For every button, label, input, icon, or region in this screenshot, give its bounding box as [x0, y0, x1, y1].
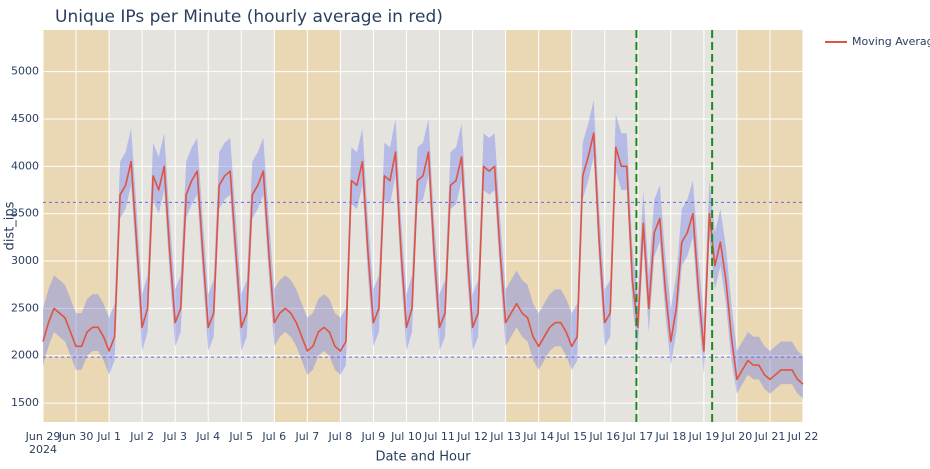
y-tick-label: 2000	[11, 349, 39, 362]
x-axis-title: Date and Hour	[375, 450, 471, 465]
x-tick-label: Jul 14	[522, 430, 554, 443]
x-tick-label: Jun 30	[58, 430, 94, 443]
x-tick-label: Jun 29	[25, 430, 61, 443]
x-tick-label: Jul 13	[489, 430, 521, 443]
y-tick-label: 2500	[11, 301, 39, 314]
x-tick-label: Jul 12	[456, 430, 488, 443]
chart-title: Unique IPs per Minute (hourly average in…	[55, 7, 443, 27]
x-tick-label: Jul 3	[162, 430, 187, 443]
value-band	[43, 100, 803, 399]
x-tick-year: 2024	[29, 443, 57, 456]
moving-average-line	[42, 132, 804, 385]
x-tick-label: Jul 17	[621, 430, 653, 443]
x-tick-label: Jul 22	[787, 430, 819, 443]
y-axis-title: dist_ips	[3, 201, 18, 250]
y-tick-label: 3500	[11, 207, 39, 220]
x-tick-label: Jul 2	[129, 430, 154, 443]
x-tick-label: Jul 6	[261, 430, 286, 443]
x-tick-label: Jul 11	[423, 430, 455, 443]
legend-label: Moving Average	[852, 35, 930, 48]
x-tick-label: Jul 16	[588, 430, 620, 443]
y-tick-label: 1500	[11, 396, 39, 409]
x-tick-label: Jul 10	[390, 430, 422, 443]
y-tick-label: 3000	[11, 254, 39, 267]
y-tick-label: 5000	[11, 65, 39, 78]
y-tick-label: 4000	[11, 159, 39, 172]
x-tick-label: Jul 21	[754, 430, 786, 443]
x-tick-label: Jul 5	[228, 430, 253, 443]
x-tick-label: Jul 4	[195, 430, 220, 443]
x-tick-label: Jul 15	[555, 430, 587, 443]
x-tick-label: Jul 8	[328, 430, 353, 443]
x-tick-label: Jul 18	[654, 430, 686, 443]
x-tick-label: Jul 7	[294, 430, 319, 443]
x-tick-label: Jul 20	[721, 430, 753, 443]
x-tick-label: Jul 9	[361, 430, 386, 443]
y-tick-label: 4500	[11, 112, 39, 125]
x-tick-label: Jul 1	[96, 430, 121, 443]
x-tick-label: Jul 19	[687, 430, 719, 443]
